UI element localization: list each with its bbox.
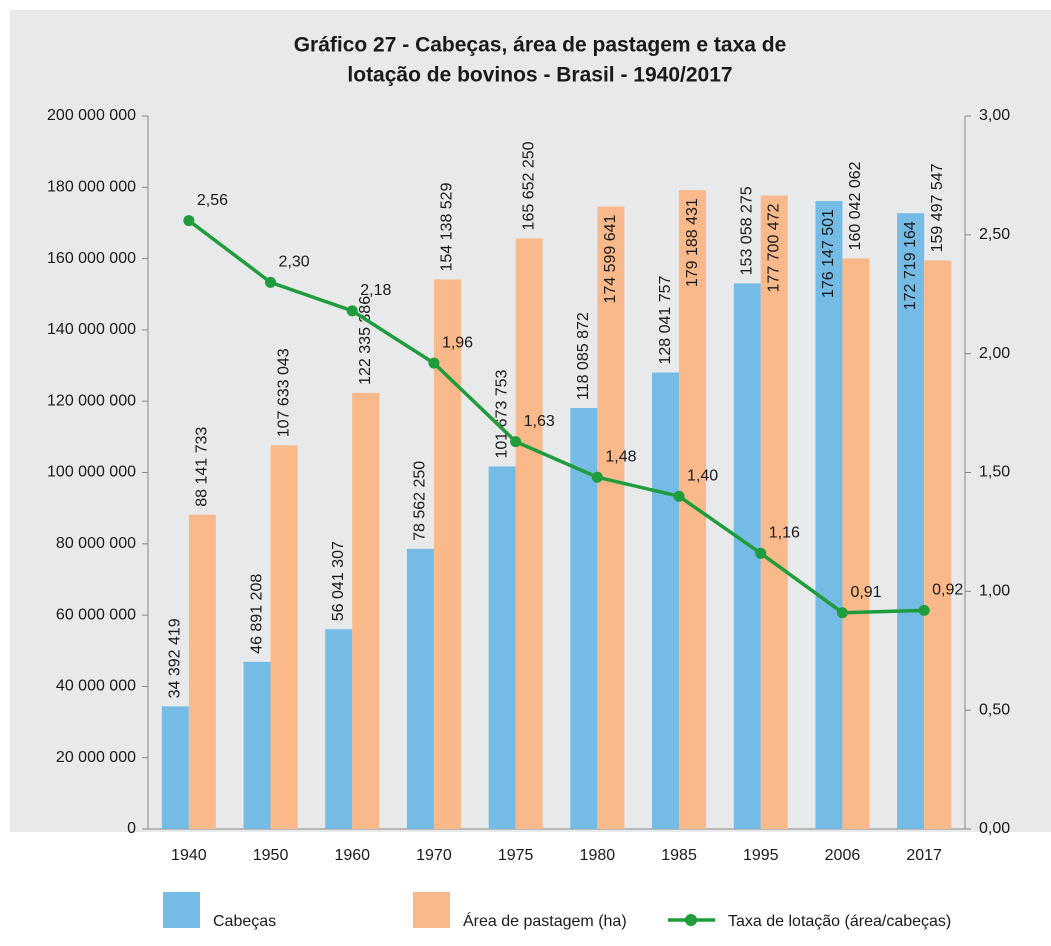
data-label: 2,18 bbox=[360, 282, 391, 299]
data-label: 1,63 bbox=[524, 413, 555, 430]
data-label: 153 058 275 bbox=[738, 186, 755, 275]
data-label: 0,92 bbox=[932, 582, 963, 599]
y2-tick-label: 2,50 bbox=[979, 226, 1010, 243]
data-label: 159 497 547 bbox=[929, 163, 946, 252]
data-label: 172 719 164 bbox=[902, 221, 919, 310]
y2-tick-label: 1,00 bbox=[979, 583, 1010, 600]
data-label: 165 652 250 bbox=[520, 141, 537, 230]
data-label: 154 138 529 bbox=[439, 182, 456, 271]
chart-title: lotação de bovinos - Brasil - 1940/2017 bbox=[347, 64, 732, 87]
x-tick-label: 1975 bbox=[498, 847, 534, 864]
y-tick-label: 0 bbox=[127, 820, 136, 837]
data-label: 46 891 208 bbox=[248, 574, 265, 654]
bar bbox=[270, 445, 298, 829]
line-point bbox=[346, 305, 358, 317]
bar bbox=[433, 279, 461, 829]
bar bbox=[352, 392, 380, 829]
y2-tick-label: 3,00 bbox=[979, 107, 1010, 124]
line-point bbox=[673, 490, 685, 502]
line-point bbox=[755, 547, 767, 559]
bar bbox=[488, 466, 516, 829]
data-label: 1,48 bbox=[605, 448, 636, 465]
bar bbox=[924, 260, 952, 829]
y-tick-label: 80 000 000 bbox=[56, 535, 136, 552]
data-label: 174 599 641 bbox=[602, 214, 619, 303]
data-label: 101 673 753 bbox=[493, 369, 510, 458]
data-label: 88 141 733 bbox=[194, 427, 211, 507]
data-label: 179 188 431 bbox=[684, 198, 701, 287]
y2-tick-label: 1,50 bbox=[979, 464, 1010, 481]
y-tick-label: 20 000 000 bbox=[56, 749, 136, 766]
line-point bbox=[510, 436, 522, 448]
bar bbox=[842, 258, 870, 829]
x-tick-label: 1995 bbox=[743, 847, 779, 864]
data-label: 177 700 472 bbox=[765, 203, 782, 292]
data-label: 122 335 386 bbox=[357, 296, 374, 385]
data-label: 1,40 bbox=[687, 467, 718, 484]
line-point bbox=[183, 215, 195, 227]
x-tick-label: 1980 bbox=[580, 847, 616, 864]
line-point bbox=[918, 604, 930, 616]
bar bbox=[815, 201, 843, 829]
bar bbox=[679, 190, 707, 829]
x-tick-label: 1985 bbox=[661, 847, 697, 864]
bar bbox=[188, 514, 216, 829]
y2-tick-label: 2,00 bbox=[979, 345, 1010, 362]
data-label: 107 633 043 bbox=[275, 348, 292, 437]
bar bbox=[325, 629, 353, 829]
bar bbox=[597, 206, 625, 830]
y-tick-label: 40 000 000 bbox=[56, 678, 136, 695]
bar bbox=[161, 706, 189, 829]
x-tick-label: 1940 bbox=[171, 847, 207, 864]
line-point bbox=[591, 471, 603, 483]
y-tick-label: 180 000 000 bbox=[47, 179, 136, 196]
data-label: 2,30 bbox=[279, 254, 310, 271]
data-label: 34 392 419 bbox=[167, 618, 184, 698]
legend-label: Área de pastagem (ha) bbox=[463, 911, 627, 930]
line-point bbox=[836, 607, 848, 619]
line-point bbox=[265, 276, 277, 288]
bar bbox=[760, 195, 788, 830]
y-tick-label: 120 000 000 bbox=[47, 392, 136, 409]
bar bbox=[243, 661, 271, 829]
data-label: 128 041 757 bbox=[657, 275, 674, 364]
data-label: 118 085 872 bbox=[575, 312, 592, 400]
bar bbox=[406, 548, 434, 829]
x-tick-label: 1960 bbox=[334, 847, 370, 864]
legend-swatch bbox=[413, 892, 450, 928]
x-tick-label: 1970 bbox=[416, 847, 452, 864]
y-tick-label: 200 000 000 bbox=[47, 107, 136, 124]
bar bbox=[652, 372, 680, 829]
y2-tick-label: 0,50 bbox=[979, 701, 1010, 718]
bar bbox=[897, 213, 925, 830]
data-label: 1,16 bbox=[769, 525, 800, 542]
y-tick-label: 60 000 000 bbox=[56, 606, 136, 623]
data-label: 0,91 bbox=[850, 584, 881, 601]
x-tick-label: 2006 bbox=[825, 847, 861, 864]
data-label: 56 041 307 bbox=[330, 541, 347, 621]
line-point bbox=[428, 357, 440, 369]
y-tick-label: 100 000 000 bbox=[47, 464, 136, 481]
legend-swatch bbox=[685, 914, 697, 926]
bar bbox=[515, 238, 543, 830]
y-tick-label: 160 000 000 bbox=[47, 250, 136, 267]
data-label: 176 147 501 bbox=[820, 209, 837, 298]
y2-tick-label: 0,00 bbox=[979, 820, 1010, 837]
legend-label: Cabeças bbox=[213, 913, 276, 930]
data-label: 1,96 bbox=[442, 334, 473, 351]
legend-label: Taxa de lotação (área/cabeças) bbox=[728, 913, 951, 930]
x-tick-label: 2017 bbox=[906, 847, 942, 864]
x-tick-label: 1950 bbox=[253, 847, 289, 864]
data-label: 78 562 250 bbox=[412, 461, 429, 541]
line bbox=[187, 219, 925, 615]
chart-title: Gráfico 27 - Cabeças, área de pastagem e… bbox=[294, 34, 787, 57]
data-label: 160 042 062 bbox=[847, 161, 864, 250]
data-label: 2,56 bbox=[197, 192, 228, 209]
y-tick-label: 140 000 000 bbox=[47, 321, 136, 338]
legend-swatch bbox=[163, 892, 200, 928]
